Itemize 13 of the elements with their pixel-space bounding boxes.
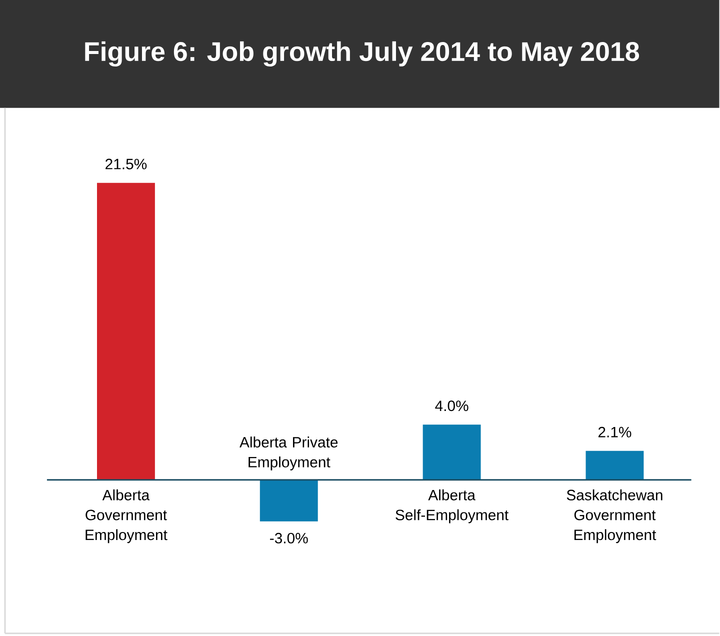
x-tick-label: Alberta Government Employment xyxy=(86,489,168,543)
bar xyxy=(260,480,318,522)
data-label: 4.0% xyxy=(435,400,468,411)
bar xyxy=(422,424,481,480)
data-label: 21.5% xyxy=(106,158,147,170)
chart-title: Figure 6: Job growth July 2014 to May 2018 xyxy=(85,41,640,66)
data-label: 2.1% xyxy=(598,426,632,438)
x-tick-label: Alberta Private Employment xyxy=(240,436,338,470)
x-tick-label: Alberta Self-Employment xyxy=(396,489,509,524)
bar xyxy=(97,182,155,480)
x-tick-label: Saskatchewan Government Employment xyxy=(566,489,662,543)
data-label: -3.0% xyxy=(270,532,308,544)
bar xyxy=(586,450,644,480)
